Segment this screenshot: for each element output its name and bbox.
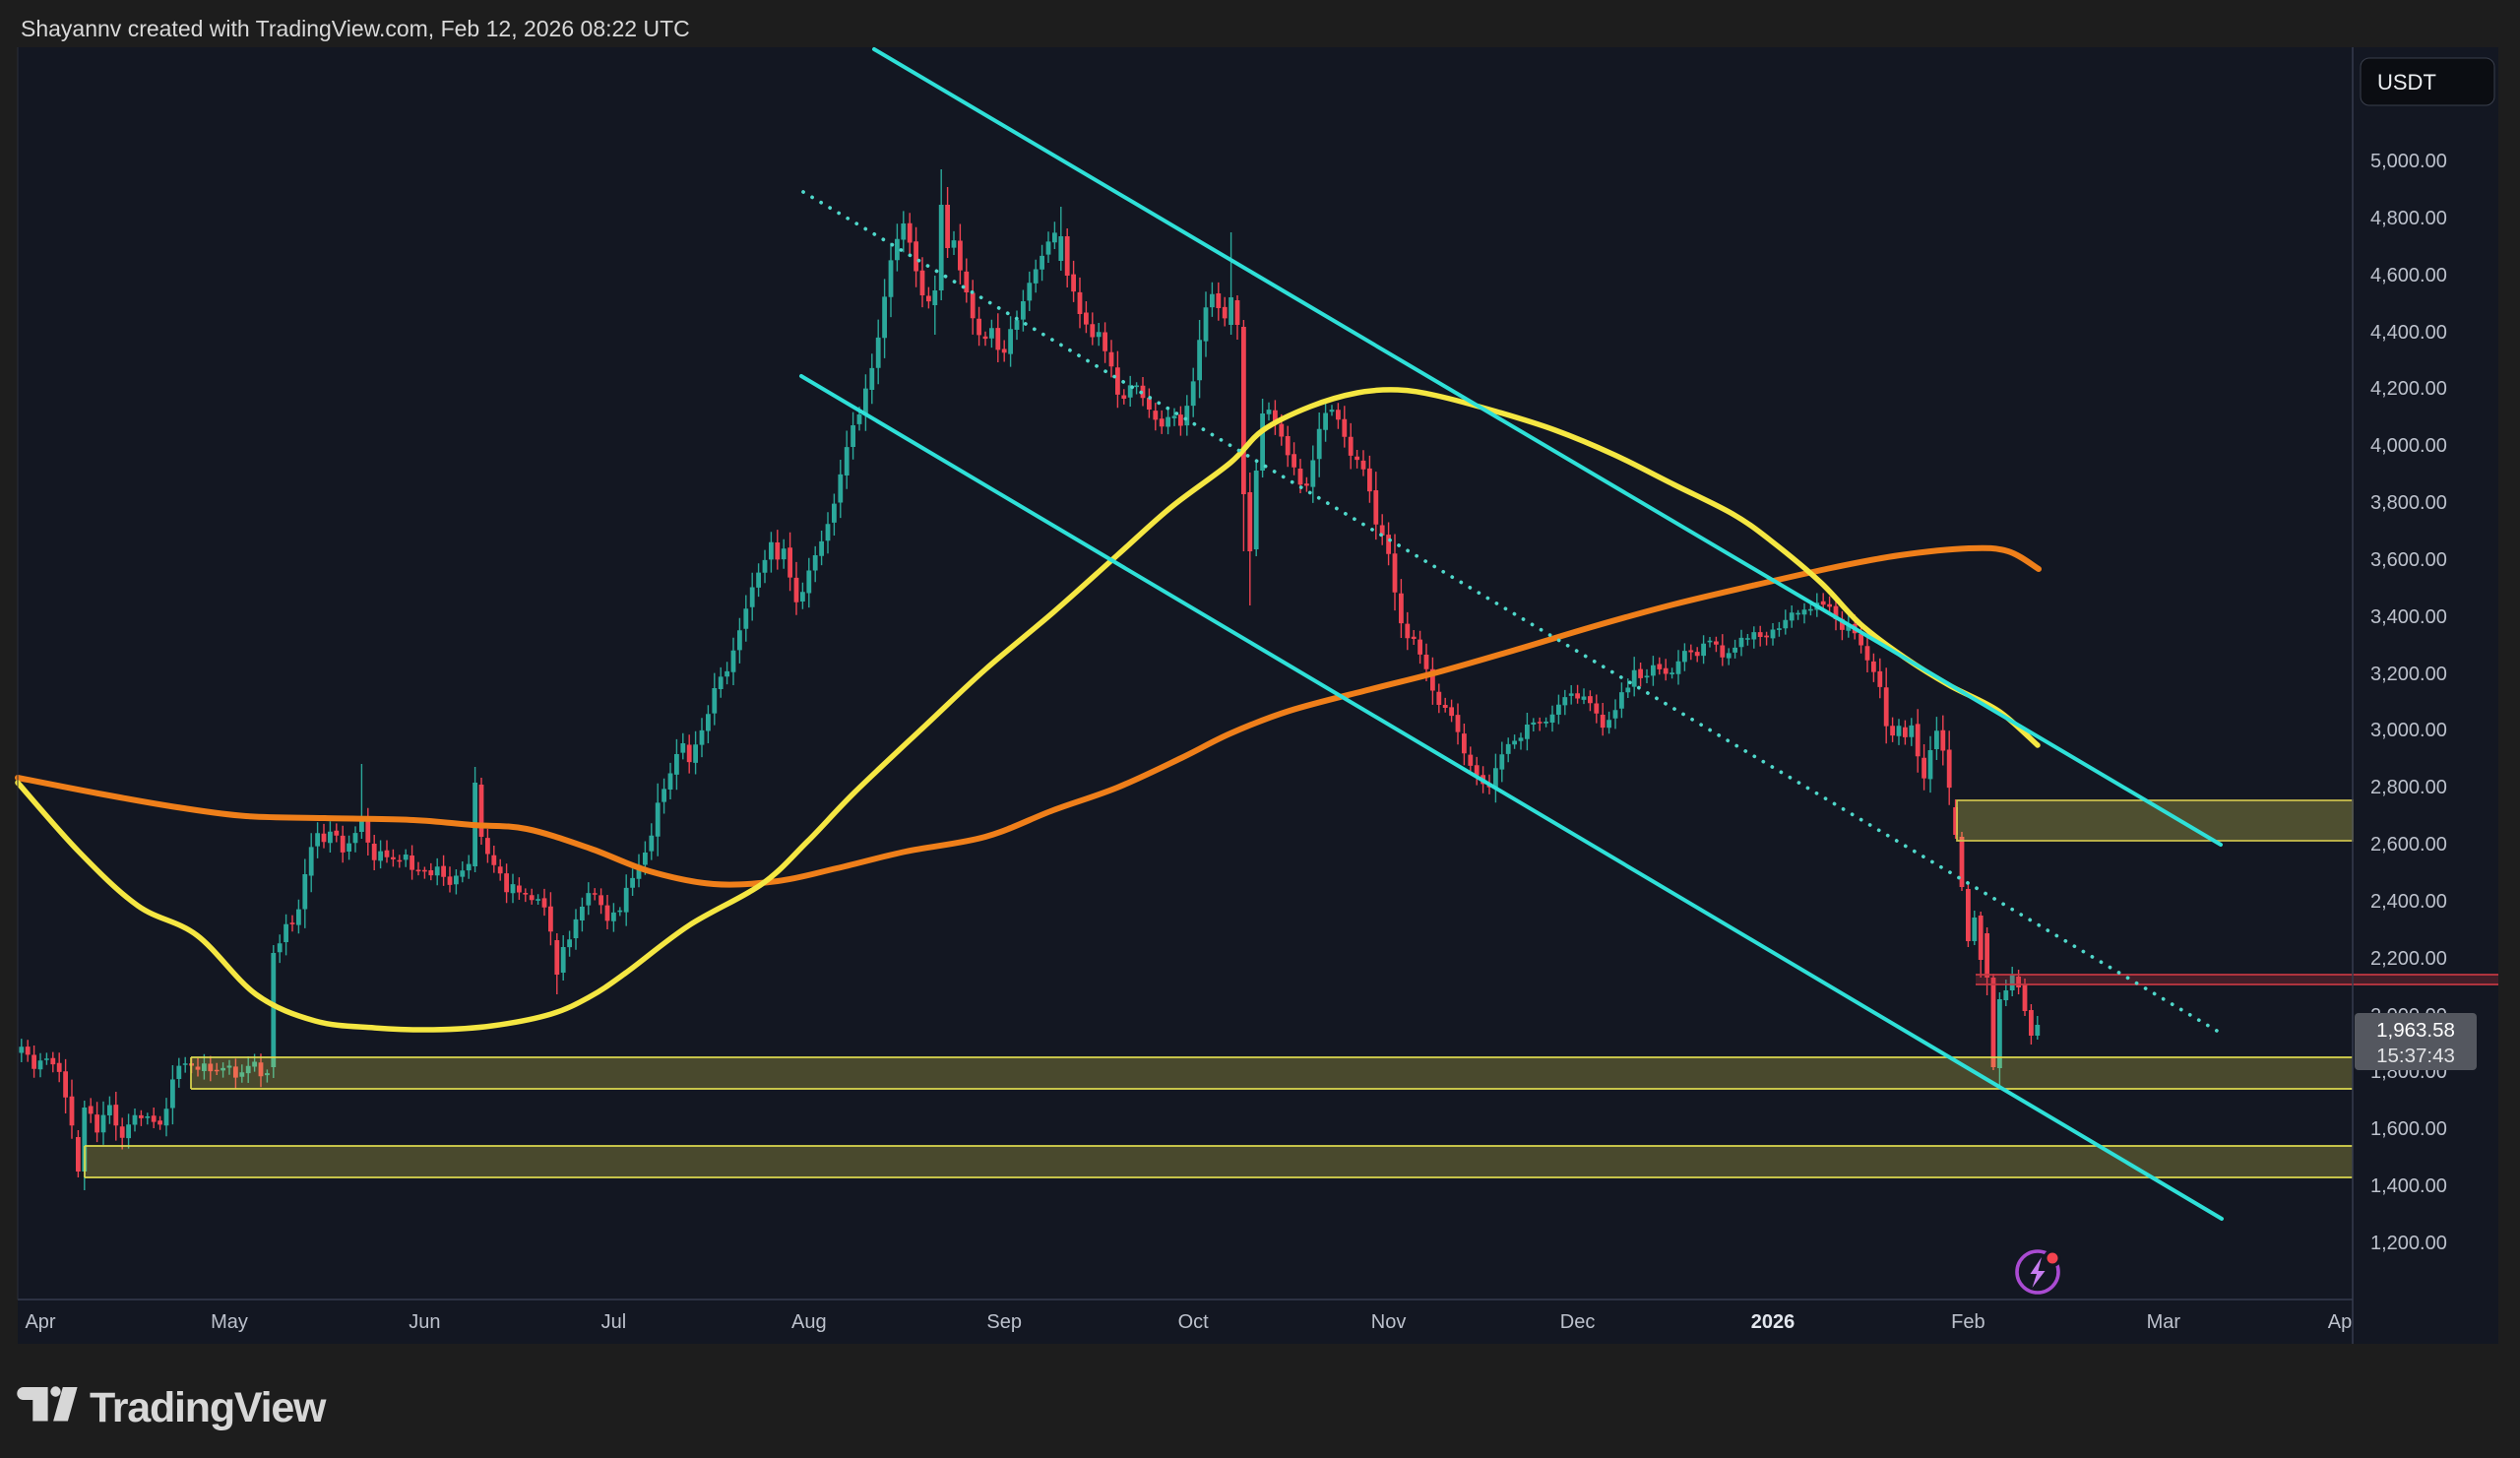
svg-text:Jul: Jul bbox=[601, 1311, 627, 1333]
svg-text:Dec: Dec bbox=[1560, 1311, 1596, 1333]
svg-text:3,600.00: 3,600.00 bbox=[2370, 549, 2447, 571]
svg-text:Jun: Jun bbox=[409, 1311, 440, 1333]
svg-text:Sep: Sep bbox=[986, 1311, 1022, 1333]
svg-text:Oct: Oct bbox=[1178, 1311, 1210, 1333]
svg-text:TradingView: TradingView bbox=[90, 1384, 327, 1431]
svg-text:2,200.00: 2,200.00 bbox=[2370, 948, 2447, 970]
svg-text:3,800.00: 3,800.00 bbox=[2370, 492, 2447, 514]
svg-text:3,400.00: 3,400.00 bbox=[2370, 606, 2447, 628]
svg-text:USDT: USDT bbox=[2377, 70, 2436, 95]
svg-text:Mar: Mar bbox=[2147, 1311, 2181, 1333]
svg-text:Nov: Nov bbox=[1371, 1311, 1407, 1333]
svg-text:1,600.00: 1,600.00 bbox=[2370, 1118, 2447, 1140]
svg-text:4,000.00: 4,000.00 bbox=[2370, 435, 2447, 457]
svg-text:May: May bbox=[211, 1311, 248, 1333]
svg-text:4,800.00: 4,800.00 bbox=[2370, 208, 2447, 229]
svg-text:4,200.00: 4,200.00 bbox=[2370, 378, 2447, 400]
svg-text:Feb: Feb bbox=[1951, 1311, 1984, 1333]
svg-text:2,800.00: 2,800.00 bbox=[2370, 777, 2447, 798]
svg-text:Apr: Apr bbox=[25, 1311, 55, 1333]
svg-text:Aug: Aug bbox=[791, 1311, 827, 1333]
svg-text:5,000.00: 5,000.00 bbox=[2370, 151, 2447, 172]
svg-text:15:37:43: 15:37:43 bbox=[2376, 1045, 2455, 1067]
svg-text:4,600.00: 4,600.00 bbox=[2370, 265, 2447, 286]
svg-text:1,200.00: 1,200.00 bbox=[2370, 1233, 2447, 1254]
svg-text:1,963.58: 1,963.58 bbox=[2376, 1019, 2455, 1042]
svg-text:2,400.00: 2,400.00 bbox=[2370, 891, 2447, 913]
svg-text:Ap: Ap bbox=[2328, 1311, 2352, 1333]
svg-text:2026: 2026 bbox=[1751, 1311, 1796, 1333]
svg-text:2,600.00: 2,600.00 bbox=[2370, 834, 2447, 856]
svg-text:1,400.00: 1,400.00 bbox=[2370, 1175, 2447, 1197]
svg-text:3,200.00: 3,200.00 bbox=[2370, 664, 2447, 685]
svg-text:3,000.00: 3,000.00 bbox=[2370, 720, 2447, 741]
svg-text:4,400.00: 4,400.00 bbox=[2370, 322, 2447, 344]
svg-text:Shayannv created with TradingV: Shayannv created with TradingView.com, F… bbox=[21, 16, 690, 41]
